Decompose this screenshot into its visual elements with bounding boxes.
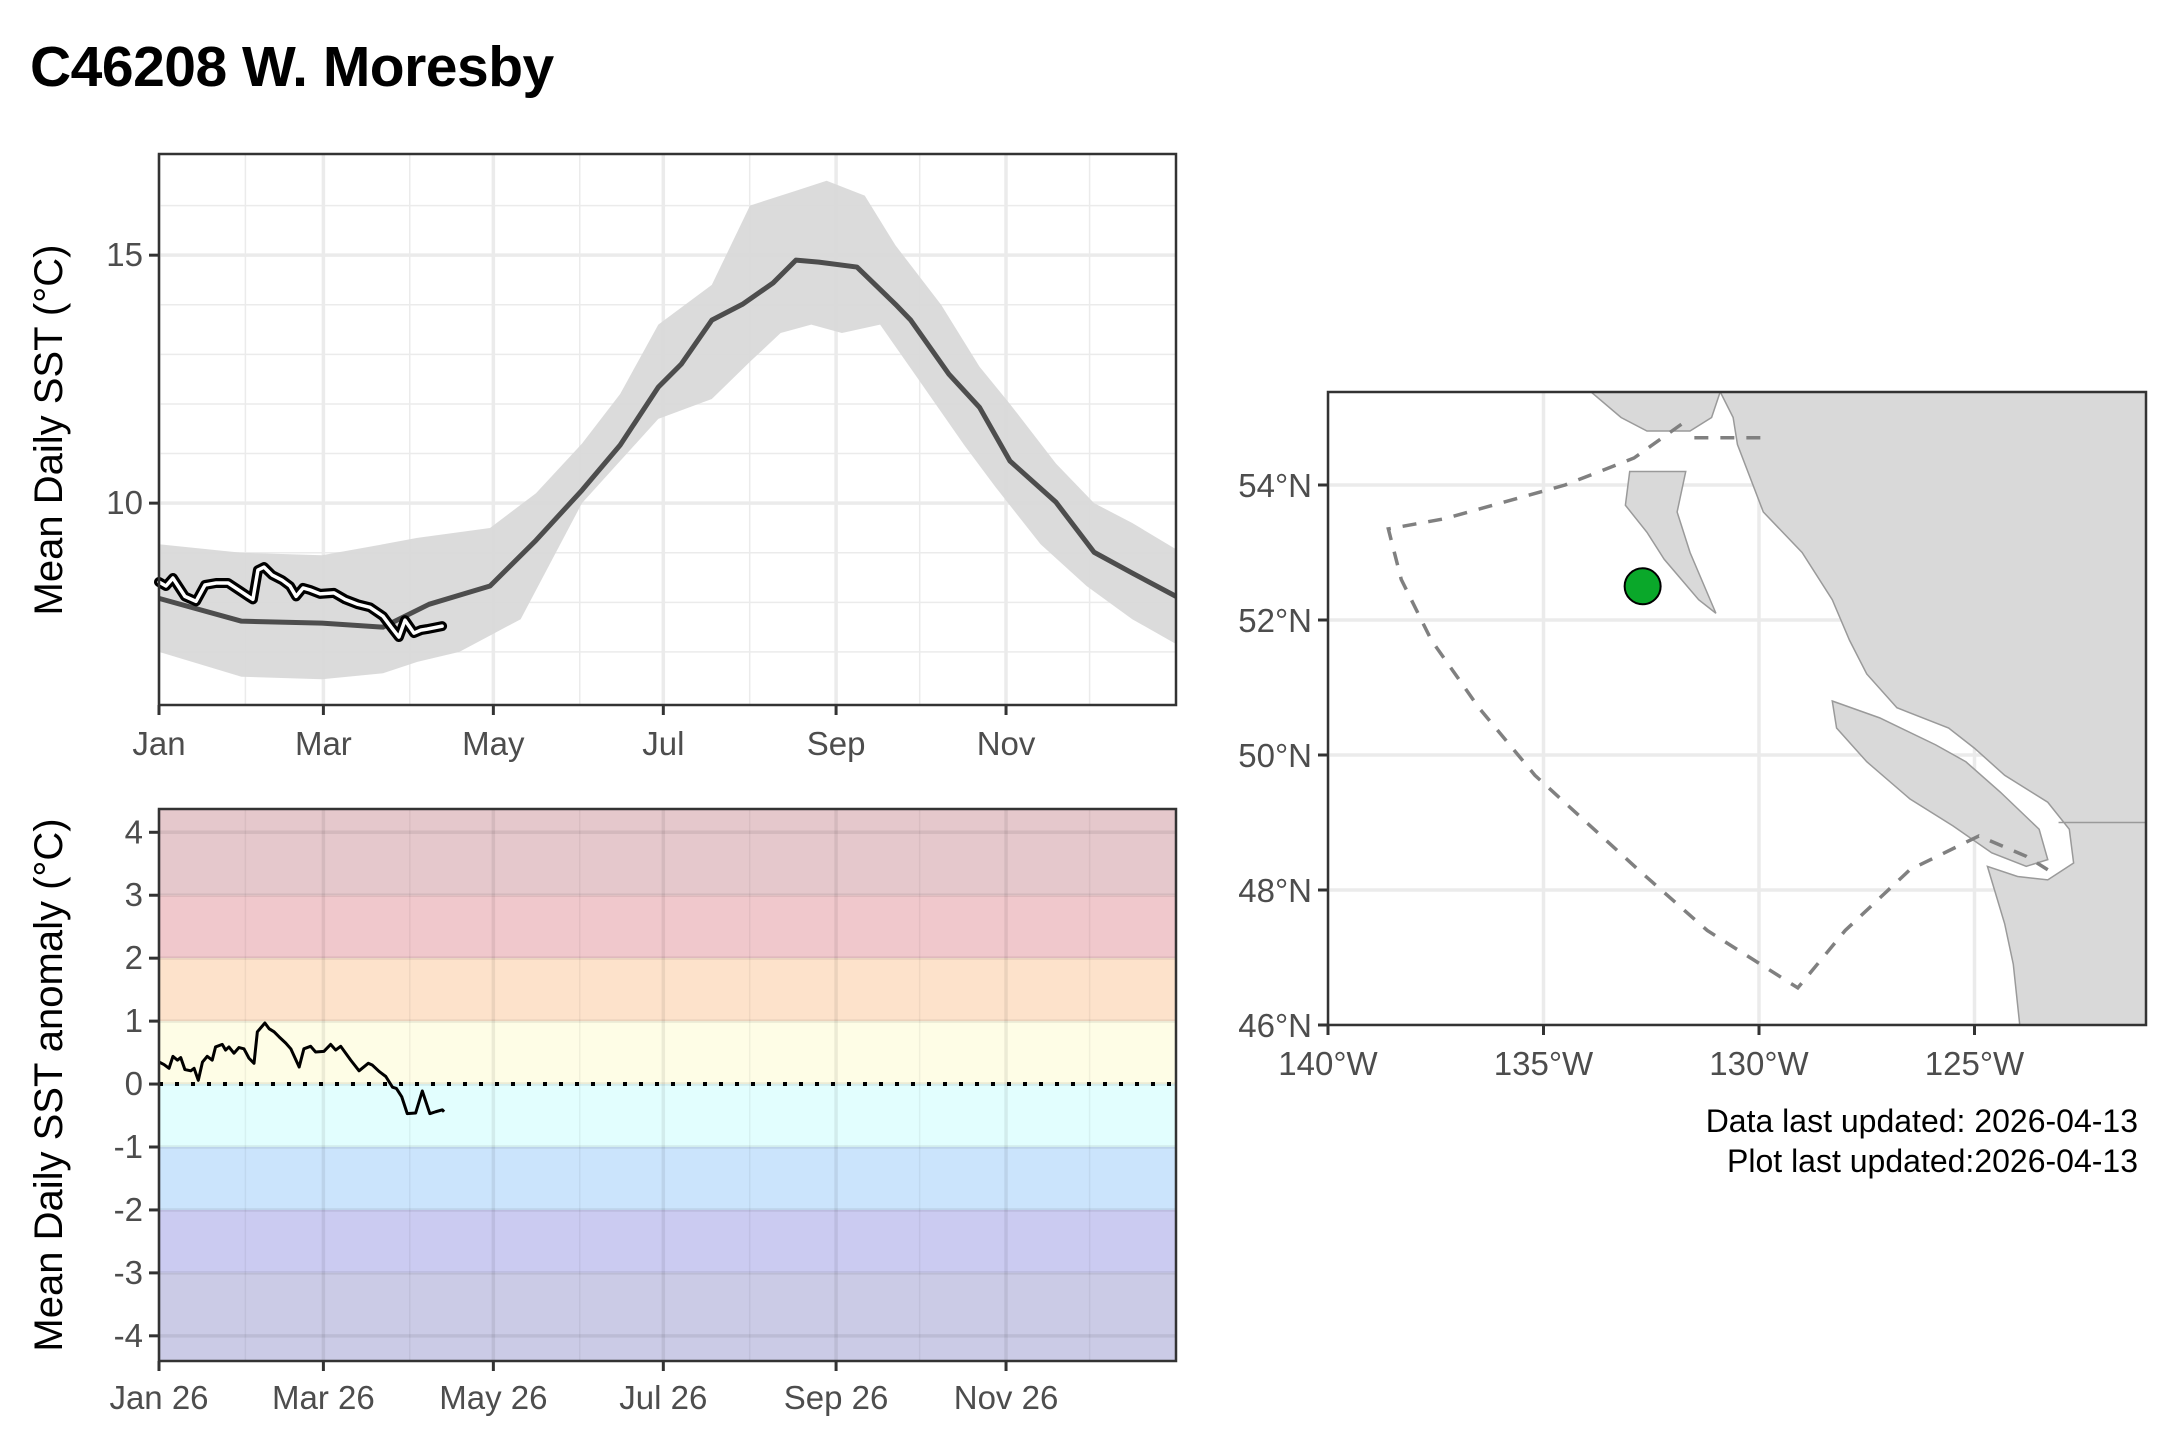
map-lon-tick-label: 135°W <box>1494 1045 1594 1082</box>
anomaly-y-tick-label: 4 <box>125 813 143 850</box>
anomaly-y-tick-label: -1 <box>114 1128 143 1165</box>
region-boundary <box>1386 422 2049 991</box>
anomaly-x-tick-label: Mar 26 <box>272 1379 375 1416</box>
map-lon-tick-label: 140°W <box>1278 1045 1378 1082</box>
sst-y-axis-title: Mean Daily SST (°C) <box>27 245 71 616</box>
map-border <box>1326 390 2148 1027</box>
anomaly-x-tick-label: Jul 26 <box>619 1379 707 1416</box>
sst-axes: 10 15 Jan Mar May Jul Sep Nov <box>106 236 1036 762</box>
anomaly-axes: 4 3 2 1 0 -1 -2 -3 -4 Jan 26 Mar 26 May 26 Jul 26 Sep… <box>109 813 1058 1416</box>
map-lat-tick-label: 48°N <box>1238 872 1312 909</box>
observed-line <box>157 565 444 639</box>
anomaly-x-tick-label: May 26 <box>439 1379 547 1416</box>
anomaly-band <box>159 1084 1176 1147</box>
map-lat-tick-label: 50°N <box>1238 737 1312 774</box>
buoy-marker <box>1623 567 1662 606</box>
map-marks <box>1386 422 2049 991</box>
anomaly-band <box>159 1021 1176 1085</box>
anomaly-band <box>159 809 1176 896</box>
map-lon-tick-label: 130°W <box>1709 1045 1809 1082</box>
sst-x-tick-label: Jan <box>132 725 185 762</box>
mainland-coast <box>1719 392 2146 1025</box>
anomaly-band <box>159 1146 1176 1210</box>
sst-y-tick-label: 15 <box>106 236 143 273</box>
anomaly-panel: 4 3 2 1 0 -1 -2 -3 -4 Jan 26 Mar 26 May 26 Jul 26 Sep… <box>27 807 1178 1416</box>
sst-x-tick-label: Sep <box>807 725 866 762</box>
sst-y-tick-label: 10 <box>106 484 143 521</box>
map-lat-tick-label: 54°N <box>1238 467 1312 504</box>
anomaly-y-tick-label: 0 <box>125 1065 143 1102</box>
map-lon-tick-label: 125°W <box>1925 1045 2025 1082</box>
anomaly-bands <box>159 809 1176 1361</box>
anomaly-y-tick-label: 3 <box>125 876 143 913</box>
sst-x-tick-label: Nov <box>977 725 1036 762</box>
anomaly-band <box>159 1272 1176 1361</box>
anomaly-y-tick-label: -3 <box>114 1254 143 1291</box>
sst-marks <box>154 180 1178 680</box>
anomaly-y-tick-label: 2 <box>125 939 143 976</box>
chart-title: C46208 W. Moresby <box>30 35 554 99</box>
anomaly-x-tick-label: Jan 26 <box>109 1379 208 1416</box>
sst-x-tick-label: May <box>462 725 525 762</box>
anomaly-x-tick-label: Nov 26 <box>954 1379 1059 1416</box>
alaska-islands <box>1589 392 1721 432</box>
sst-x-tick-label: Jul <box>642 725 684 762</box>
anomaly-x-tick-label: Sep 26 <box>784 1379 889 1416</box>
sst-panel: 10 15 Jan Mar May Jul Sep Nov Mean Daily SST (°… <box>27 152 1178 762</box>
anomaly-marks <box>158 1021 1176 1116</box>
sst-panel-border <box>157 152 1178 707</box>
anomaly-y-tick-label: 1 <box>125 1002 143 1039</box>
climatology-mean-line <box>158 257 1178 630</box>
sst-x-tick-label: Mar <box>295 725 352 762</box>
anomaly-gridlines <box>157 809 1176 1361</box>
map-lat-tick-label: 52°N <box>1238 602 1312 639</box>
anomaly-y-tick-label: -2 <box>114 1191 143 1228</box>
anomaly-band <box>159 895 1176 959</box>
anomaly-line <box>158 1021 446 1116</box>
haida-gwaii <box>1624 470 1717 614</box>
anomaly-band <box>159 1209 1176 1273</box>
data-last-updated: Data last updated: 2026-04-13 <box>1705 1103 2138 1139</box>
plot-last-updated: Plot last updated:2026-04-13 <box>1727 1143 2138 1179</box>
map-land <box>1589 392 2146 1025</box>
anomaly-y-tick-label: -4 <box>114 1317 143 1354</box>
anomaly-y-axis-title: Mean Daily SST anomaly (°C) <box>27 818 71 1351</box>
map-lat-tick-label: 46°N <box>1238 1007 1312 1044</box>
climatology-range-ribbon <box>159 180 1176 680</box>
anomaly-band <box>159 958 1176 1022</box>
